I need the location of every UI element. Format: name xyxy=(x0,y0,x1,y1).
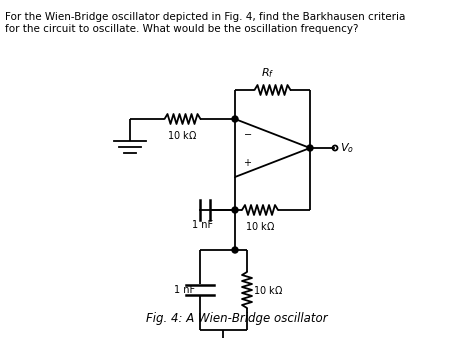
Circle shape xyxy=(232,247,238,253)
Text: 10 k$\Omega$: 10 k$\Omega$ xyxy=(167,129,198,141)
Text: 10 k$\Omega$: 10 k$\Omega$ xyxy=(245,220,275,232)
Text: 1 nF: 1 nF xyxy=(174,285,195,295)
Text: $+$: $+$ xyxy=(243,158,252,169)
Text: For the Wien-Bridge oscillator depicted in Fig. 4, find the Barkhausen criteria: For the Wien-Bridge oscillator depicted … xyxy=(5,12,405,22)
Text: 1 nF: 1 nF xyxy=(192,220,214,230)
Text: 10 k$\Omega$: 10 k$\Omega$ xyxy=(253,284,283,296)
Text: for the circuit to oscillate. What would be the oscillation frequency?: for the circuit to oscillate. What would… xyxy=(5,24,358,34)
Circle shape xyxy=(232,207,238,213)
Circle shape xyxy=(232,116,238,122)
Text: Fig. 4: A Wien-Bridge oscillator: Fig. 4: A Wien-Bridge oscillator xyxy=(146,312,328,325)
Circle shape xyxy=(307,145,313,151)
Text: $-$: $-$ xyxy=(243,128,252,138)
Text: $R_f$: $R_f$ xyxy=(261,66,274,80)
Text: $V_o$: $V_o$ xyxy=(340,141,354,155)
